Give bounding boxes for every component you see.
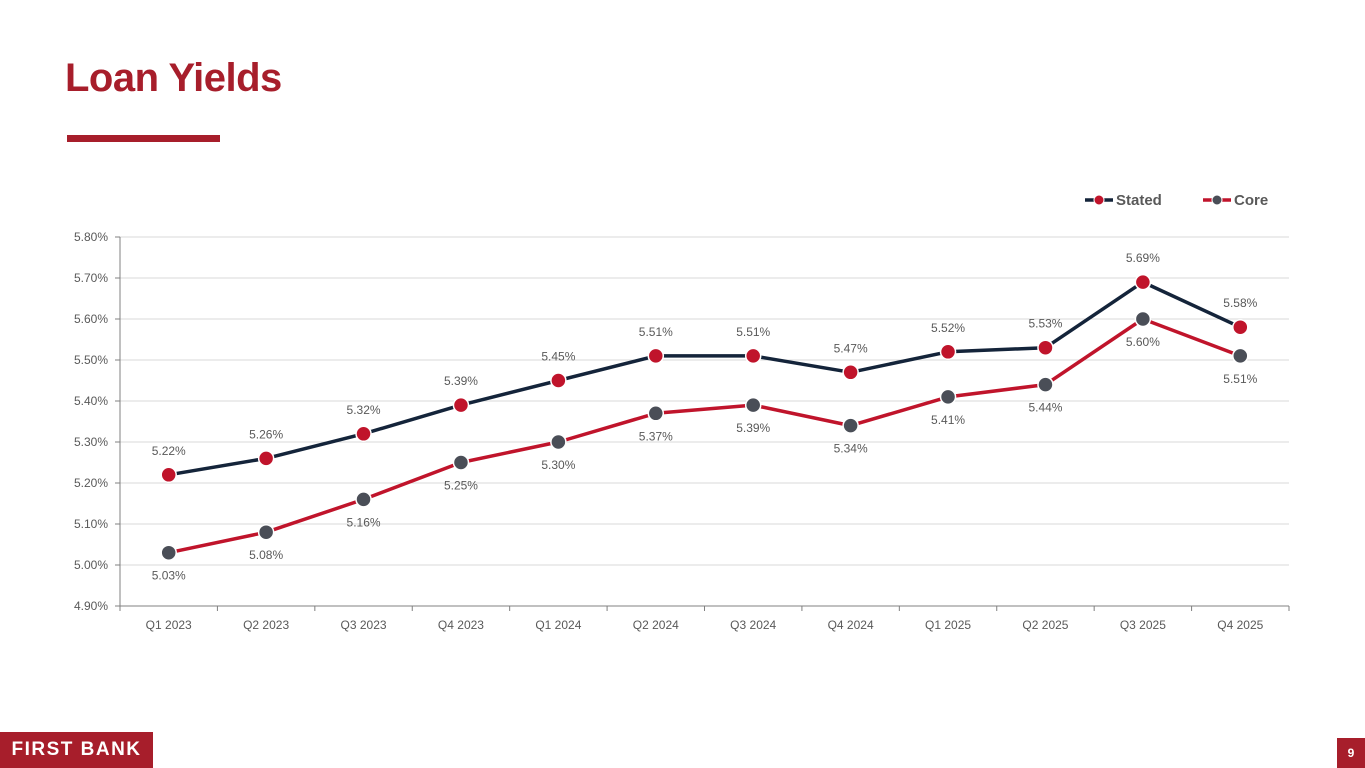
data-point-core [257,523,275,541]
y-tick-label: 5.80% [74,230,108,244]
data-point-stated [744,347,762,365]
data-label-core: 5.16% [347,515,381,529]
data-point-core [647,405,665,422]
x-tick-label: Q2 2025 [1022,618,1068,632]
data-label-core: 5.37% [639,429,673,443]
data-label-stated: 5.22% [152,444,186,458]
data-point-core [1232,347,1249,365]
data-label-stated: 5.45% [541,350,575,364]
data-label-core: 5.03% [152,569,186,583]
data-label-core: 5.60% [1126,335,1160,349]
data-point-stated [550,372,567,389]
y-tick-label: 5.10% [74,517,108,531]
data-point-core [744,396,762,414]
x-tick-label: Q4 2025 [1217,618,1263,632]
data-point-stated [257,450,275,467]
data-label-core: 5.34% [834,442,868,456]
x-tick-label: Q2 2024 [633,618,679,632]
data-label-stated: 5.58% [1223,296,1257,310]
data-point-core [939,388,957,406]
data-label-core: 5.08% [249,548,283,562]
data-point-core [160,544,177,561]
data-label-stated: 5.47% [834,341,868,355]
legend-label-core: Core [1234,192,1268,209]
legend-item-core: Core [1203,192,1268,209]
data-label-core: 5.51% [1223,372,1257,386]
first-bank-logo: FIRST BANK [0,732,153,768]
data-label-stated: 5.51% [736,325,770,339]
data-point-stated [452,396,470,414]
data-point-core [550,433,567,451]
data-label-core: 5.30% [541,458,575,472]
data-label-core: 5.25% [444,479,478,493]
data-label-core: 5.39% [736,421,770,435]
data-label-stated: 5.32% [347,403,381,417]
data-point-stated [1134,273,1152,291]
data-label-stated: 5.52% [931,321,965,335]
y-tick-label: 5.30% [74,435,108,449]
loan-yields-chart: 4.90% 5.00% 5.10% 5.20% 5.30% 5.40% 5.50% 5.60%… [74,192,1290,632]
x-tick-label: Q1 2025 [925,618,971,632]
y-tick-label: 5.60% [74,312,108,326]
x-tick-label: Q3 2023 [341,618,387,632]
y-tick-label: 5.70% [74,271,108,285]
x-tick-label: Q3 2025 [1120,618,1166,632]
data-label-stated: 5.39% [444,374,478,388]
legend-label-stated: Stated [1116,192,1162,209]
y-tick-label: 5.00% [74,558,108,572]
data-point-stated [939,343,957,361]
x-tick-label: Q4 2023 [438,618,484,632]
y-tick-label: 5.50% [74,353,108,367]
data-label-stated: 5.51% [639,325,673,339]
x-tick-label: Q3 2024 [730,618,776,632]
data-point-core [355,491,372,508]
x-tick-label: Q2 2023 [243,618,289,632]
y-tick-label: 5.20% [74,476,108,490]
data-label-stated: 5.26% [249,427,283,441]
data-label-stated: 5.53% [1028,317,1062,331]
legend-marker-stated [1093,194,1105,206]
data-point-core [1134,310,1152,328]
data-point-core [842,417,859,434]
data-point-stated [160,466,177,484]
data-point-stated [1232,318,1249,336]
x-tick-label: Q1 2024 [535,618,581,632]
data-point-core [1037,376,1054,393]
x-tick-label: Q4 2024 [828,618,874,632]
data-point-core [452,454,470,471]
x-tick-label: Q1 2023 [146,618,192,632]
data-point-stated [1037,339,1054,356]
data-label-core: 5.44% [1028,401,1062,415]
page-title: Loan Yields [65,56,282,100]
legend-item-stated: Stated [1085,192,1162,209]
data-point-stated [355,425,372,443]
data-label-stated: 5.69% [1126,251,1160,265]
data-point-stated [842,364,859,381]
data-point-stated [647,347,665,365]
y-tick-label: 4.90% [74,599,108,613]
series-line-core [168,317,1241,555]
legend-marker-core [1211,194,1223,206]
data-label-core: 5.41% [931,413,965,427]
y-tick-label: 5.40% [74,394,108,408]
series-line-stated [168,280,1242,477]
title-underline [67,135,220,142]
page-number: 9 [1337,738,1365,768]
